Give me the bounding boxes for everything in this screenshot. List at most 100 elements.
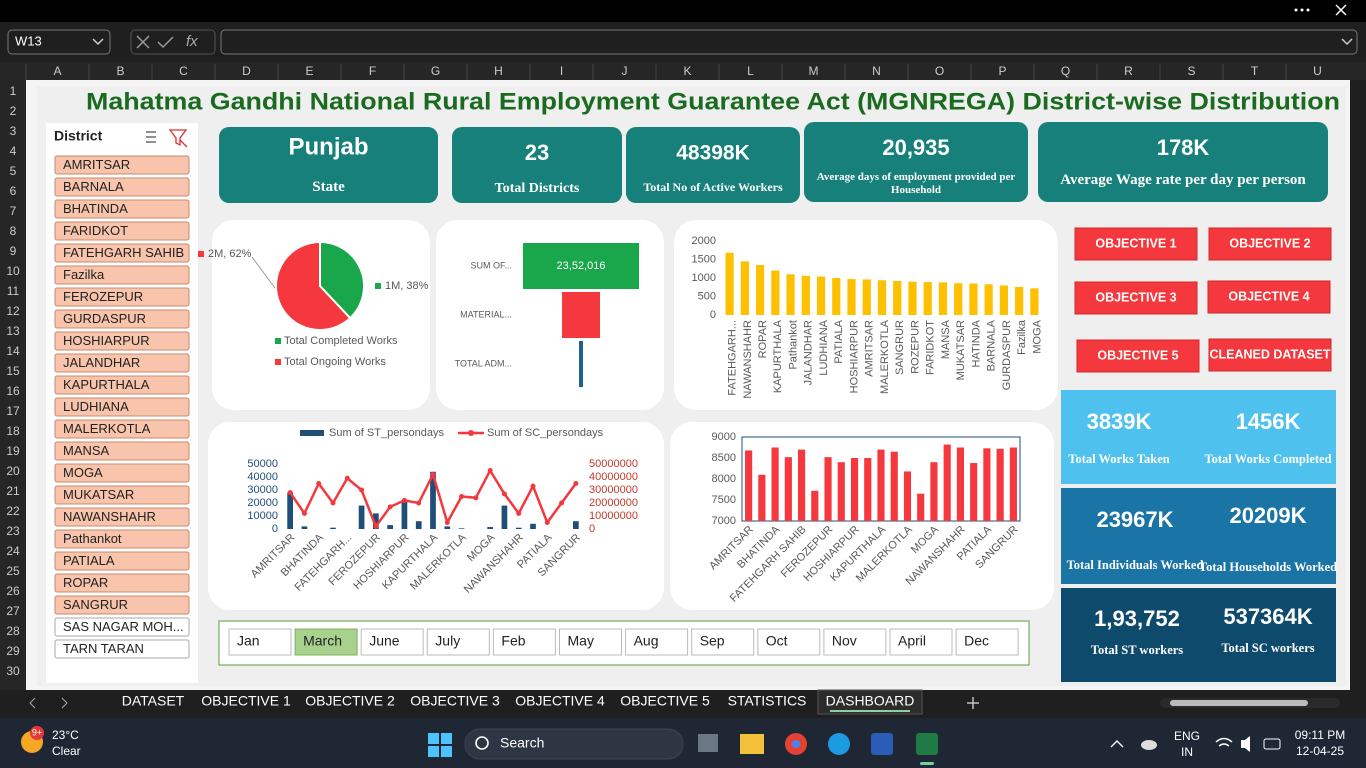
explorer-icon[interactable] <box>740 734 764 754</box>
sheet-tab[interactable]: OBJECTIVE 3 <box>410 693 500 709</box>
slicer-item[interactable] <box>54 397 190 417</box>
objective-button[interactable] <box>1208 338 1332 372</box>
slicer-item[interactable] <box>54 551 190 571</box>
column-header: M <box>809 64 819 78</box>
slicer-item[interactable] <box>54 309 190 329</box>
kpi-value: 23 <box>525 140 549 165</box>
edge-icon[interactable] <box>828 733 850 755</box>
kpi-value: 48398K <box>676 142 750 165</box>
task-view-icon[interactable] <box>698 734 718 752</box>
legend-label: Total Completed Works <box>284 335 398 347</box>
slicer-item[interactable] <box>54 375 190 395</box>
slicer-item[interactable] <box>54 177 190 197</box>
more-icon[interactable] <box>1294 8 1310 12</box>
column-header: J <box>622 64 628 78</box>
confirm-icon[interactable] <box>157 36 174 49</box>
y-tick-label: 500 <box>698 290 716 302</box>
y-tick-label: 9000 <box>712 431 736 443</box>
sheet-tab[interactable]: STATISTICS <box>728 693 807 709</box>
add-sheet[interactable] <box>967 697 979 709</box>
sheet-tab[interactable]: OBJECTIVE 2 <box>305 693 395 709</box>
search-box[interactable] <box>464 728 684 760</box>
slicer-item[interactable] <box>54 265 190 285</box>
column-header: K <box>683 64 691 78</box>
objective-button[interactable] <box>1074 281 1198 315</box>
slicer-item[interactable] <box>54 639 190 659</box>
row-header: 9 <box>10 244 17 258</box>
slicer-item[interactable] <box>54 155 190 175</box>
scroll-thumb[interactable] <box>1170 700 1308 706</box>
slicer-item[interactable] <box>54 353 190 373</box>
slicer-item[interactable] <box>54 287 190 307</box>
bar <box>301 526 308 529</box>
next-sheet[interactable] <box>61 697 68 709</box>
volume-icon[interactable] <box>1241 736 1250 752</box>
month-button[interactable] <box>426 628 490 656</box>
kpi-card <box>1038 122 1328 202</box>
slicer-item[interactable] <box>54 529 190 549</box>
sheet-tab[interactable]: OBJECTIVE 5 <box>620 693 710 709</box>
dropdown-icon[interactable] <box>92 38 104 46</box>
month-button[interactable] <box>492 628 556 656</box>
month-button[interactable] <box>559 628 622 656</box>
slicer-item[interactable] <box>54 419 190 439</box>
wifi-icon[interactable] <box>1215 737 1233 747</box>
slicer-item[interactable] <box>54 199 190 219</box>
objective-button[interactable] <box>1208 227 1332 261</box>
sheet-tab[interactable]: DATASET <box>122 693 185 709</box>
slicer-item[interactable] <box>54 221 190 241</box>
slicer-item[interactable] <box>54 617 190 637</box>
expand-icon[interactable] <box>1341 38 1353 46</box>
formula-input[interactable] <box>220 29 1358 55</box>
slicer-item[interactable] <box>54 243 190 263</box>
bar <box>956 447 965 521</box>
cloud-icon[interactable] <box>1141 740 1157 750</box>
multiselect-icon[interactable] <box>146 131 156 143</box>
slicer-item[interactable] <box>54 331 190 351</box>
taskbar-text: ENG <box>1174 729 1200 743</box>
slicer-item[interactable] <box>54 573 190 593</box>
month-button[interactable] <box>757 628 821 656</box>
slicer-item-label: TARN TARAN <box>63 641 144 656</box>
tray-expand[interactable] <box>1110 740 1124 748</box>
month-button[interactable] <box>889 628 953 656</box>
bar <box>725 252 734 315</box>
slicer-item[interactable] <box>54 463 190 483</box>
month-button[interactable] <box>955 628 1019 656</box>
slicer-item[interactable] <box>54 441 190 461</box>
prev-sheet[interactable] <box>29 697 36 709</box>
month-button[interactable] <box>625 628 689 656</box>
stat-value: 3839K <box>1087 409 1152 434</box>
month-button[interactable] <box>294 628 358 656</box>
month-button[interactable] <box>823 628 887 656</box>
month-button[interactable] <box>360 628 424 656</box>
vertical-scrollbar[interactable] <box>1350 80 1366 690</box>
slicer-item[interactable] <box>54 507 190 527</box>
excel-icon[interactable] <box>916 733 938 755</box>
sheet-tab[interactable]: DASHBOARD <box>826 693 915 709</box>
name-box[interactable] <box>7 29 111 55</box>
kpi-label-box: State <box>312 179 345 195</box>
slicer-item[interactable] <box>54 595 190 615</box>
month-button[interactable] <box>691 628 755 656</box>
column-header: D <box>242 64 251 78</box>
close-icon[interactable] <box>1335 4 1347 16</box>
legend-label: Total Ongoing Works <box>284 356 386 368</box>
objective-button[interactable] <box>1076 339 1200 373</box>
sheet-tab[interactable]: OBJECTIVE 4 <box>515 693 605 709</box>
sheet-tab[interactable]: OBJECTIVE 1 <box>201 693 291 709</box>
objective-button[interactable] <box>1207 280 1331 314</box>
slicer-item[interactable] <box>54 485 190 505</box>
clear-filter-icon[interactable] <box>168 129 188 148</box>
word-icon[interactable] <box>871 733 893 755</box>
row-header: 7 <box>10 204 17 218</box>
objective-button[interactable] <box>1074 227 1198 261</box>
cancel-icon[interactable] <box>136 35 150 49</box>
battery-icon[interactable] <box>1263 738 1281 750</box>
column-header: G <box>431 64 440 78</box>
start-button[interactable] <box>428 733 452 757</box>
month-button[interactable] <box>228 628 292 656</box>
function-icon: fx <box>186 33 198 50</box>
month-label: Dec <box>964 633 989 649</box>
row-header: 6 <box>10 184 17 198</box>
